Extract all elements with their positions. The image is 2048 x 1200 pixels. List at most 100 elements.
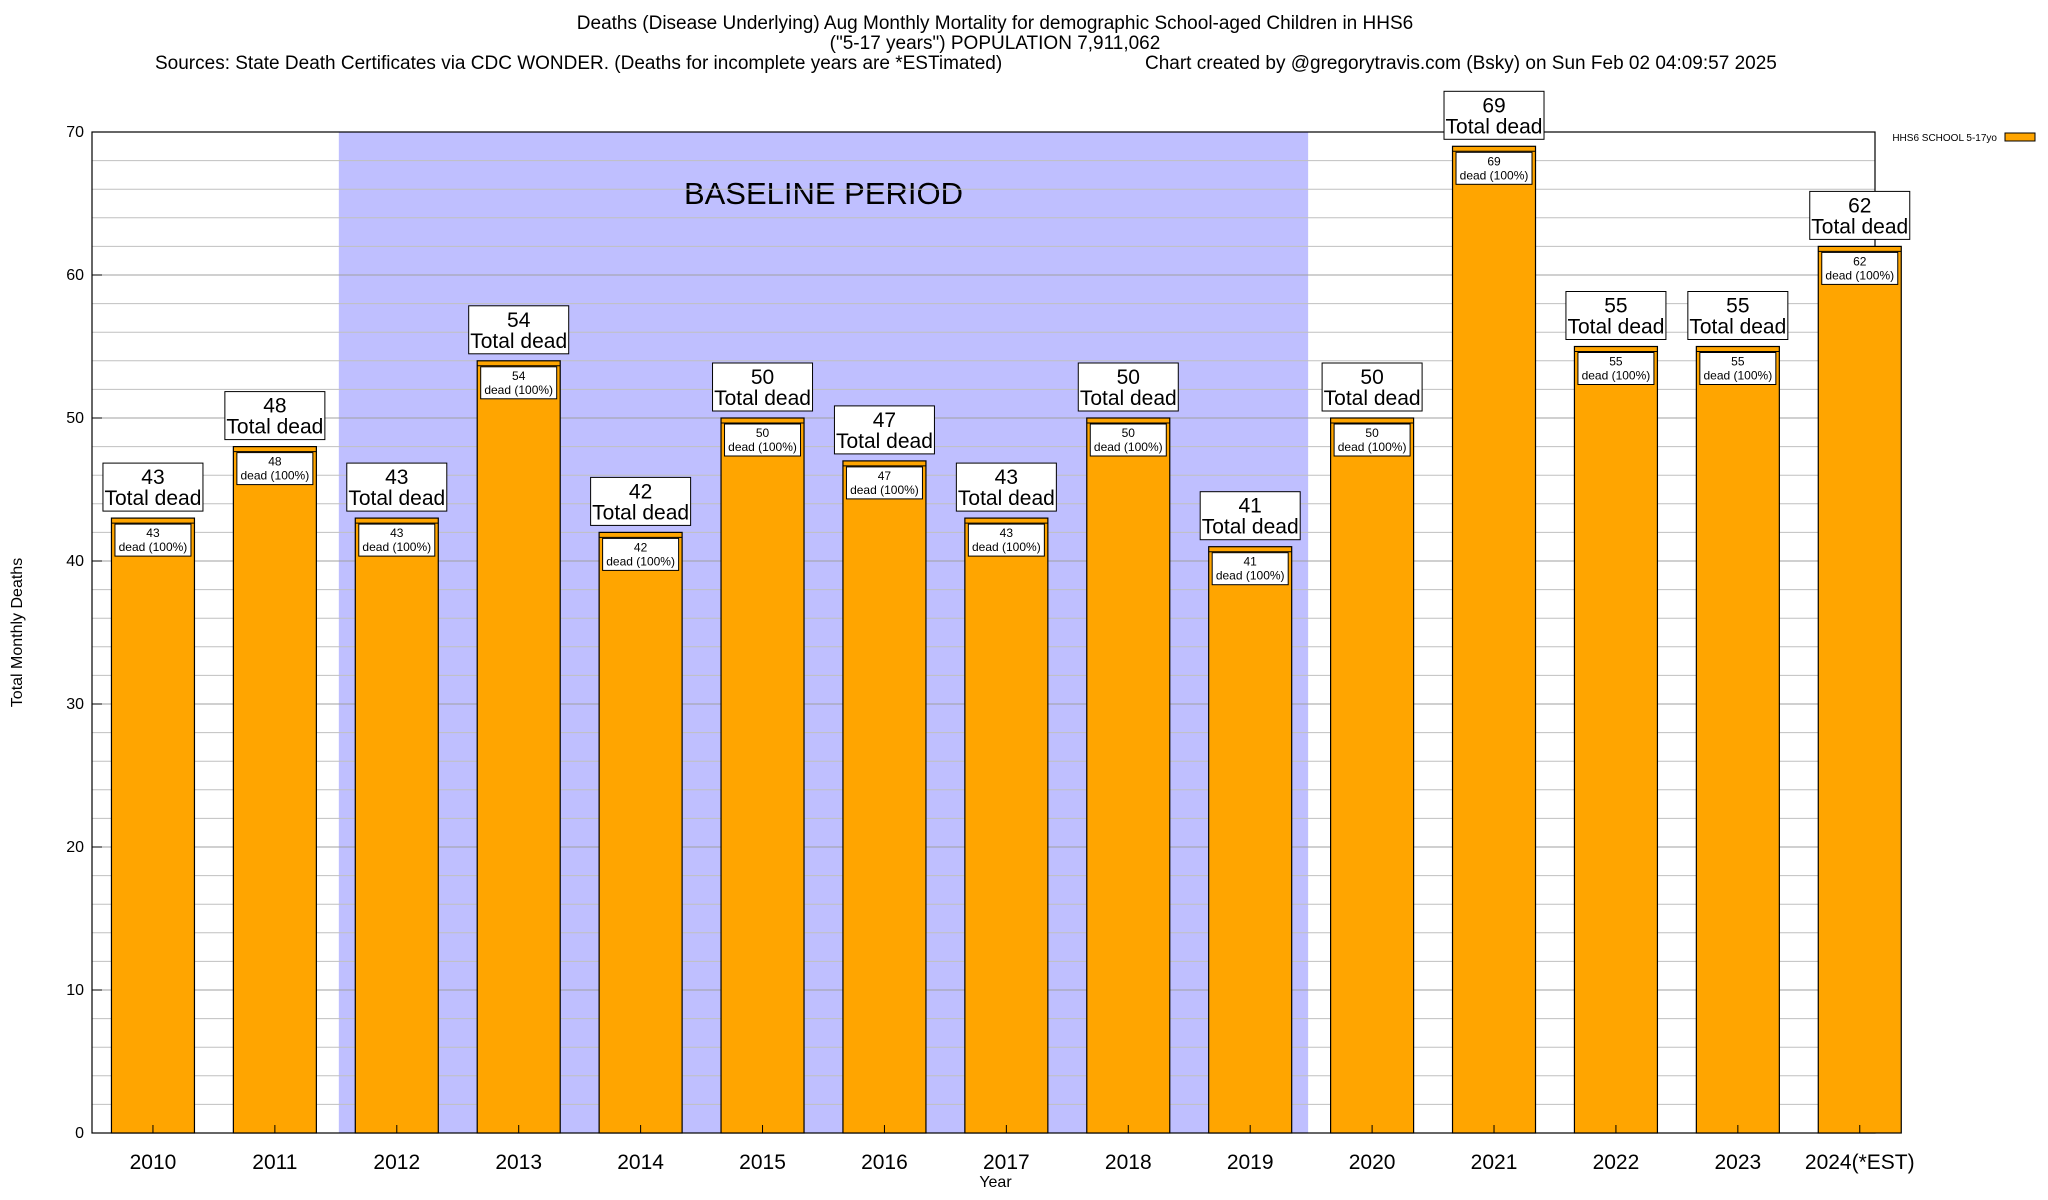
segment-label-box (236, 452, 314, 486)
segment-percent-label: dead (100%) (1216, 569, 1285, 583)
chart-title: Deaths (Disease Underlying) Aug Monthly … (576, 13, 1414, 34)
total-label-box (102, 462, 204, 512)
segment-value-label: 62 (1853, 254, 1867, 268)
segment-label-box (724, 423, 802, 457)
segment-percent-label: dead (100%) (1338, 440, 1407, 454)
total-text-label: Total dead (1080, 387, 1177, 410)
segment-label-box (1455, 151, 1533, 185)
total-text-label: Total dead (348, 487, 445, 510)
total-value-label: 54 (507, 309, 531, 332)
segment-label-box (602, 537, 680, 571)
legend-swatch (2004, 132, 2036, 142)
total-value-label: 43 (385, 466, 408, 489)
y-tick-label: 40 (66, 553, 84, 570)
segment-label-box (967, 523, 1045, 557)
segment-label-box (1699, 352, 1777, 385)
total-text-label: Total dead (1324, 387, 1421, 410)
total-value-label: 42 (629, 480, 652, 503)
total-text-label: Total dead (104, 487, 201, 510)
total-label-box (1443, 90, 1545, 140)
bar (110, 517, 196, 1134)
total-value-label: 50 (1360, 366, 1383, 389)
y-tick-label: 30 (66, 696, 84, 713)
segment-value-label: 43 (1000, 526, 1014, 540)
total-text-label: Total dead (226, 416, 323, 439)
bar (1573, 345, 1659, 1134)
segment-percent-label: dead (100%) (1582, 369, 1651, 383)
segment-value-label: 50 (1365, 426, 1379, 440)
total-label-box (1565, 291, 1667, 340)
total-value-label: 43 (995, 466, 1018, 489)
total-text-label: Total dead (836, 430, 933, 453)
x-tick-label: 2020 (1349, 1151, 1396, 1174)
segment-percent-label: dead (100%) (119, 540, 188, 554)
x-tick-label: 2015 (739, 1151, 786, 1174)
legend-label: HHS6 SCHOOL 5-17yo (1892, 133, 1997, 144)
segment-label-box (1089, 423, 1167, 457)
segment-value-label: 50 (756, 426, 770, 440)
x-tick-label: 2024(*EST) (1805, 1151, 1915, 1174)
chart-header: Deaths (Disease Underlying) Aug Monthly … (0, 14, 1990, 76)
x-tick-label: 2012 (373, 1151, 420, 1174)
segment-value-label: 47 (878, 469, 892, 483)
segment-percent-label: dead (100%) (1094, 440, 1163, 454)
segment-percent-label: dead (100%) (484, 383, 553, 397)
segment-percent-label: dead (100%) (1825, 268, 1894, 282)
segment-value-label: 42 (634, 540, 648, 554)
total-value-label: 50 (1117, 366, 1140, 389)
chart-credit: Chart created by @gregorytravis.com (Bsk… (1145, 53, 1777, 74)
segment-label-box (845, 466, 923, 500)
bar (1817, 245, 1902, 1134)
segment-percent-label: dead (100%) (728, 440, 797, 454)
bar (354, 517, 439, 1134)
bar (964, 517, 1049, 1134)
total-text-label: Total dead (592, 501, 689, 524)
segment-label-box (1577, 352, 1655, 385)
chart-sources: Sources: State Death Certificates via CD… (155, 53, 1003, 74)
total-value-label: 41 (1239, 495, 1262, 518)
segment-percent-label: dead (100%) (362, 540, 431, 554)
segment-value-label: 55 (1731, 355, 1745, 369)
segment-percent-label: dead (100%) (850, 483, 919, 497)
x-tick-label: 2011 (252, 1151, 297, 1174)
total-label-box (346, 462, 448, 512)
total-label-box (1809, 190, 1911, 240)
segment-label-box (114, 523, 192, 557)
total-value-label: 69 (1482, 94, 1505, 117)
segment-percent-label: dead (100%) (1703, 369, 1772, 383)
total-value-label: 47 (873, 409, 896, 432)
segment-percent-label: dead (100%) (972, 540, 1041, 554)
total-value-label: 55 (1726, 295, 1749, 318)
bar (1451, 145, 1537, 1134)
segment-label-box (1821, 251, 1899, 285)
bar (842, 460, 927, 1134)
total-label-box (1199, 491, 1301, 541)
total-label-box (224, 391, 326, 441)
total-value-label: 48 (263, 395, 286, 418)
bar (1330, 417, 1415, 1134)
total-text-label: Total dead (1567, 316, 1664, 339)
y-tick-label: 50 (66, 410, 84, 427)
segment-value-label: 41 (1244, 555, 1258, 569)
total-value-label: 62 (1848, 194, 1871, 217)
x-tick-label: 2010 (130, 1151, 177, 1174)
x-tick-label: 2023 (1714, 1151, 1761, 1174)
y-tick-label: 0 (75, 1125, 84, 1142)
total-text-label: Total dead (958, 487, 1055, 510)
bar (598, 531, 683, 1134)
total-label-box (590, 476, 692, 526)
segment-value-label: 43 (390, 526, 404, 540)
x-tick-label: 2018 (1105, 1151, 1152, 1174)
segment-label-box (1211, 552, 1289, 586)
y-tick-label: 10 (66, 982, 84, 999)
bar (1086, 417, 1171, 1134)
total-value-label: 43 (141, 466, 164, 489)
segment-label-box (480, 366, 558, 400)
total-label-box (1321, 362, 1423, 412)
segment-value-label: 69 (1487, 154, 1501, 168)
total-text-label: Total dead (1446, 115, 1543, 138)
total-label-box (1687, 291, 1789, 340)
y-tick-label: 20 (66, 839, 84, 856)
x-axis-title: Year (979, 1174, 1012, 1191)
